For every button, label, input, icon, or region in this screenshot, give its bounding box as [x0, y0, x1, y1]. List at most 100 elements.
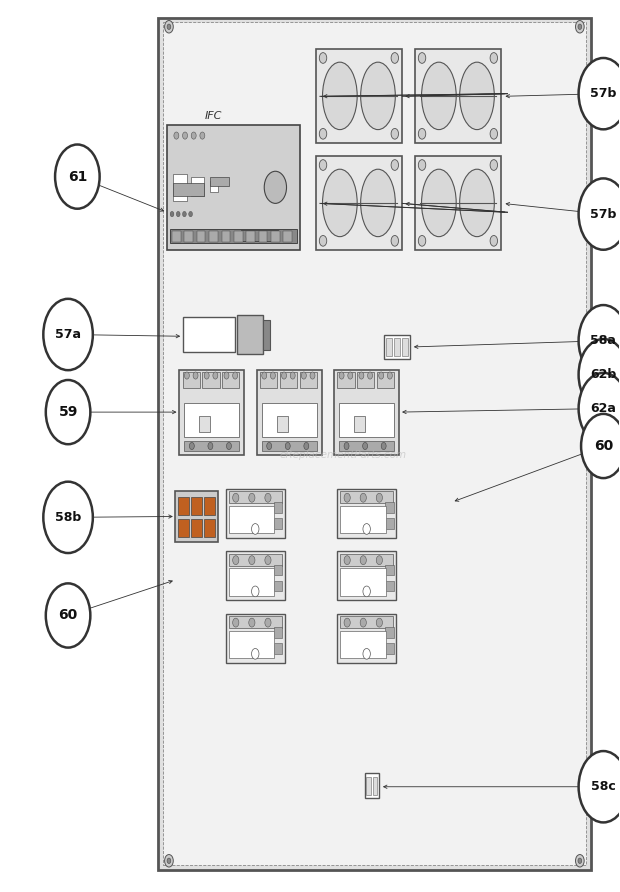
FancyBboxPatch shape — [179, 370, 244, 455]
FancyBboxPatch shape — [337, 614, 396, 663]
Circle shape — [319, 160, 327, 170]
Text: 61: 61 — [68, 169, 87, 184]
FancyBboxPatch shape — [226, 614, 285, 663]
FancyBboxPatch shape — [174, 491, 218, 542]
FancyBboxPatch shape — [373, 777, 378, 795]
Circle shape — [301, 372, 306, 379]
Circle shape — [360, 618, 366, 627]
Circle shape — [376, 493, 383, 502]
Circle shape — [55, 145, 100, 209]
Circle shape — [578, 751, 620, 822]
Circle shape — [490, 53, 497, 63]
Circle shape — [379, 372, 384, 379]
FancyBboxPatch shape — [340, 506, 386, 533]
FancyBboxPatch shape — [172, 231, 180, 242]
FancyBboxPatch shape — [173, 183, 204, 196]
FancyBboxPatch shape — [226, 489, 285, 538]
Circle shape — [249, 556, 255, 565]
FancyBboxPatch shape — [415, 156, 501, 250]
Circle shape — [376, 556, 383, 565]
FancyBboxPatch shape — [197, 231, 205, 242]
Circle shape — [232, 493, 239, 502]
FancyBboxPatch shape — [280, 372, 297, 388]
Circle shape — [391, 235, 399, 246]
Circle shape — [270, 372, 275, 379]
FancyBboxPatch shape — [385, 565, 394, 575]
Circle shape — [290, 372, 295, 379]
FancyBboxPatch shape — [271, 231, 280, 242]
FancyBboxPatch shape — [167, 125, 300, 250]
Circle shape — [249, 618, 255, 627]
FancyBboxPatch shape — [273, 502, 282, 513]
Circle shape — [376, 618, 383, 627]
Circle shape — [359, 372, 364, 379]
Circle shape — [226, 442, 231, 450]
Circle shape — [418, 128, 426, 139]
Circle shape — [363, 648, 370, 659]
FancyBboxPatch shape — [334, 370, 399, 455]
FancyBboxPatch shape — [337, 551, 396, 600]
Ellipse shape — [459, 62, 494, 129]
FancyBboxPatch shape — [222, 372, 239, 388]
FancyBboxPatch shape — [402, 338, 408, 356]
Ellipse shape — [322, 62, 357, 129]
FancyBboxPatch shape — [182, 372, 200, 388]
FancyBboxPatch shape — [366, 777, 371, 795]
FancyBboxPatch shape — [173, 174, 187, 201]
Circle shape — [281, 372, 286, 379]
FancyBboxPatch shape — [263, 320, 270, 350]
Text: 57b: 57b — [590, 208, 616, 220]
Circle shape — [176, 211, 180, 217]
Text: IFC: IFC — [205, 111, 222, 121]
FancyBboxPatch shape — [234, 231, 242, 242]
FancyBboxPatch shape — [210, 177, 229, 186]
Circle shape — [581, 414, 620, 478]
Circle shape — [174, 132, 179, 139]
Circle shape — [252, 586, 259, 597]
FancyBboxPatch shape — [316, 156, 402, 250]
Circle shape — [388, 372, 392, 379]
Text: 58a: 58a — [590, 334, 616, 347]
Circle shape — [319, 128, 327, 139]
Circle shape — [418, 53, 426, 63]
Circle shape — [265, 556, 271, 565]
FancyBboxPatch shape — [163, 22, 586, 865]
Text: 58c: 58c — [591, 780, 616, 793]
FancyBboxPatch shape — [385, 502, 394, 513]
FancyBboxPatch shape — [415, 49, 501, 143]
Ellipse shape — [361, 169, 396, 236]
Text: 59: 59 — [58, 405, 78, 419]
Circle shape — [170, 211, 174, 217]
FancyBboxPatch shape — [273, 565, 282, 575]
Circle shape — [391, 53, 399, 63]
FancyBboxPatch shape — [340, 616, 393, 628]
FancyBboxPatch shape — [384, 335, 410, 359]
FancyBboxPatch shape — [229, 554, 281, 566]
Ellipse shape — [459, 169, 494, 236]
FancyBboxPatch shape — [273, 581, 282, 591]
Ellipse shape — [361, 62, 396, 129]
Circle shape — [578, 24, 582, 29]
FancyBboxPatch shape — [184, 441, 239, 451]
FancyBboxPatch shape — [191, 497, 202, 515]
Circle shape — [578, 339, 620, 410]
Circle shape — [208, 442, 213, 450]
FancyBboxPatch shape — [340, 554, 393, 566]
FancyBboxPatch shape — [229, 506, 274, 533]
FancyBboxPatch shape — [221, 231, 230, 242]
Circle shape — [204, 372, 209, 379]
FancyBboxPatch shape — [260, 372, 277, 388]
Circle shape — [319, 235, 327, 246]
FancyBboxPatch shape — [273, 643, 282, 654]
Circle shape — [578, 858, 582, 863]
FancyBboxPatch shape — [184, 403, 239, 437]
Circle shape — [360, 556, 366, 565]
Circle shape — [189, 442, 194, 450]
FancyBboxPatch shape — [273, 627, 282, 638]
Circle shape — [310, 372, 315, 379]
Circle shape — [360, 493, 366, 502]
FancyBboxPatch shape — [182, 317, 235, 352]
FancyBboxPatch shape — [385, 643, 394, 654]
FancyBboxPatch shape — [202, 372, 219, 388]
Circle shape — [232, 556, 239, 565]
